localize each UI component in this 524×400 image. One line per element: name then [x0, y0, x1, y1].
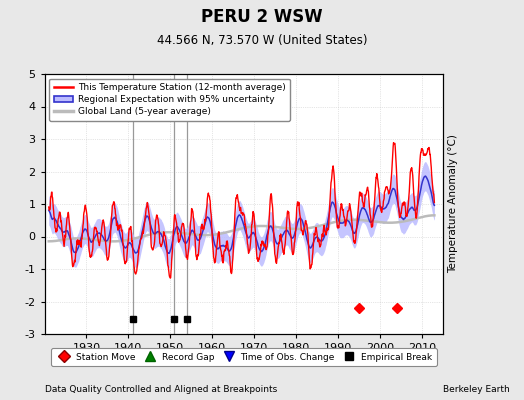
Text: Data Quality Controlled and Aligned at Breakpoints: Data Quality Controlled and Aligned at B… — [45, 385, 277, 394]
Legend: Station Move, Record Gap, Time of Obs. Change, Empirical Break: Station Move, Record Gap, Time of Obs. C… — [51, 348, 436, 366]
Text: Berkeley Earth: Berkeley Earth — [443, 385, 509, 394]
Legend: This Temperature Station (12-month average), Regional Expectation with 95% uncer: This Temperature Station (12-month avera… — [49, 78, 290, 121]
Text: PERU 2 WSW: PERU 2 WSW — [201, 8, 323, 26]
Text: 44.566 N, 73.570 W (United States): 44.566 N, 73.570 W (United States) — [157, 34, 367, 47]
Y-axis label: Temperature Anomaly (°C): Temperature Anomaly (°C) — [449, 134, 458, 274]
